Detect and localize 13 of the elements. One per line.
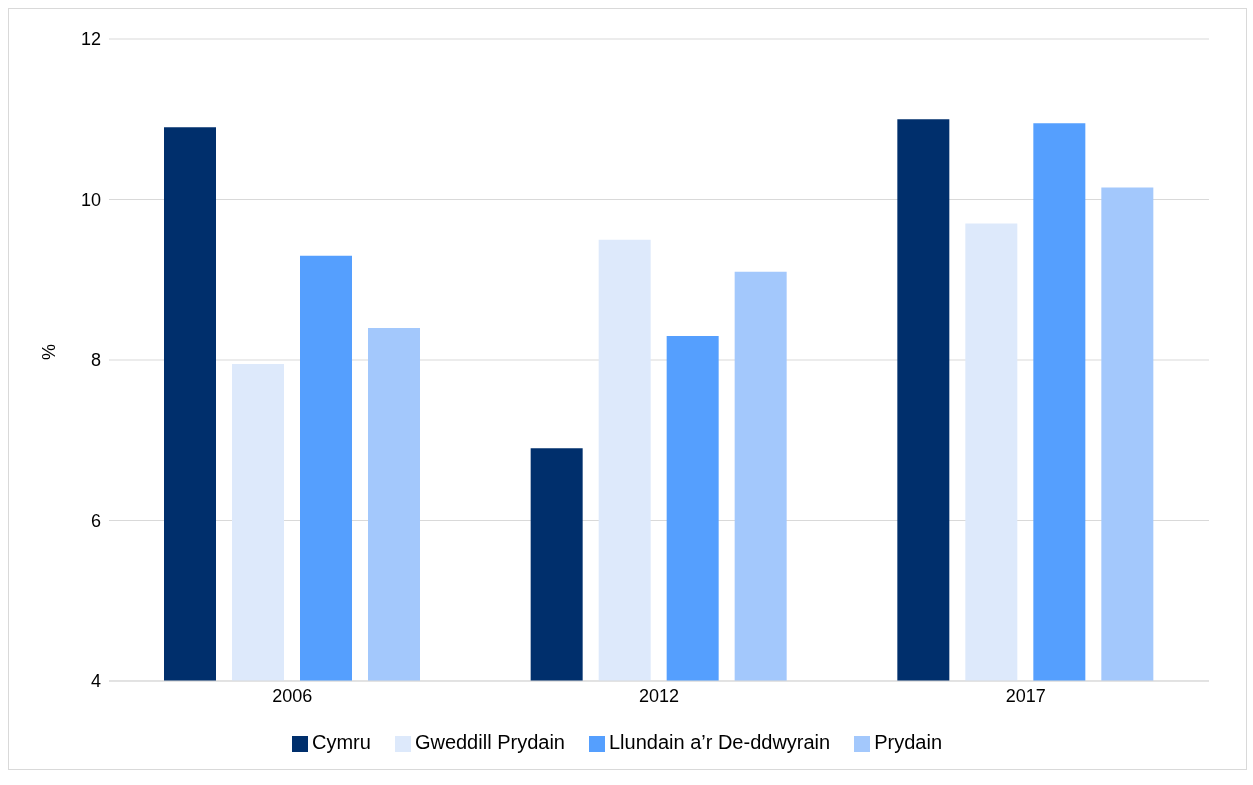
- x-tick-label: 2017: [1005, 685, 1046, 706]
- y-tick-label: 4: [90, 671, 101, 692]
- legend-label: Llundain a’r De-ddwyrain: [608, 731, 831, 753]
- y-tick-label: 12: [80, 29, 101, 50]
- legend-label: Cymru: [311, 731, 371, 753]
- y-axis-title: %: [39, 343, 60, 360]
- y-tick-label: 8: [90, 350, 101, 371]
- legend-label: Prydain: [874, 731, 942, 753]
- y-tick-label: 10: [80, 189, 101, 210]
- x-tick-label: 2006: [272, 685, 313, 706]
- y-tick-label: 6: [90, 510, 101, 531]
- legend-label: Gweddill Prydain: [414, 731, 565, 753]
- x-tick-label: 2012: [638, 685, 680, 706]
